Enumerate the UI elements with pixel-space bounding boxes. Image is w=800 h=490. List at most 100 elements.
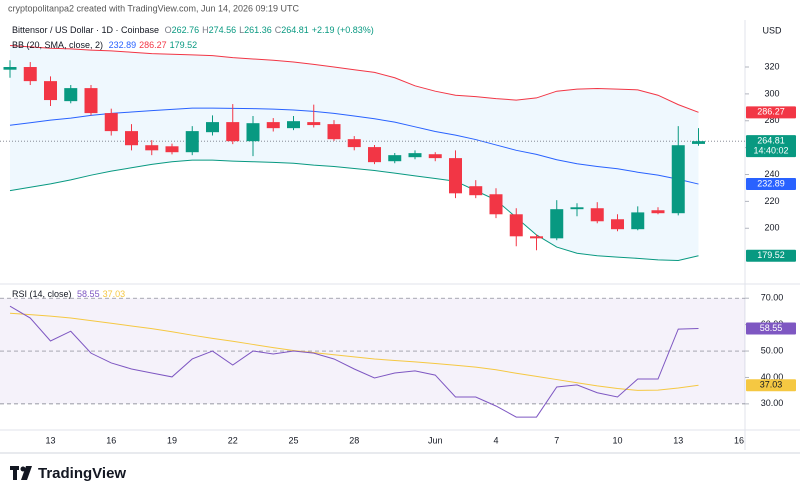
x-tick-label: 10 bbox=[612, 435, 622, 445]
price-label-box bbox=[746, 178, 796, 191]
price-label: 179.52 bbox=[757, 250, 785, 260]
candle-body bbox=[671, 145, 685, 214]
ohlc-letter: L bbox=[239, 25, 245, 35]
x-tick-label: 13 bbox=[673, 435, 683, 445]
ohlc-value: 262.76 bbox=[171, 25, 200, 35]
x-tick-label: Jun bbox=[428, 435, 443, 445]
x-tick-label: 13 bbox=[45, 435, 55, 445]
candle-body bbox=[449, 158, 462, 194]
rsi-label-box bbox=[746, 379, 796, 392]
candle-body bbox=[44, 81, 57, 101]
rsi-line bbox=[9, 312, 699, 391]
bb-value: 286.27 bbox=[139, 40, 167, 50]
candle-body bbox=[246, 123, 260, 142]
candle-body bbox=[3, 67, 17, 70]
candle-body bbox=[368, 147, 381, 163]
candle-body bbox=[489, 194, 503, 215]
rsi-line bbox=[9, 305, 699, 418]
candle-body bbox=[631, 212, 645, 230]
price-label: 286.27 bbox=[757, 107, 785, 117]
legend-rsi: RSI (14, close) 58.55 37.03 bbox=[12, 289, 131, 299]
candle-body bbox=[185, 131, 199, 153]
watermark: cryptopolitanpa2 created with TradingVie… bbox=[8, 3, 300, 13]
x-tick-label: 4 bbox=[493, 435, 498, 445]
candle-body bbox=[570, 207, 584, 210]
candle-body bbox=[611, 219, 624, 230]
ohlc: O262.76 H274.56 L261.36 C264.81 +2.19 (+0.83… bbox=[165, 25, 377, 35]
y-tick-label: 320 bbox=[764, 61, 779, 71]
price-label-box bbox=[746, 249, 796, 262]
candle-body bbox=[287, 121, 300, 129]
y-tick-label: 200 bbox=[764, 223, 779, 233]
logo bbox=[10, 466, 32, 480]
candle-body bbox=[651, 210, 665, 214]
rsi-value: 37.03 bbox=[102, 289, 126, 299]
candle-body bbox=[23, 67, 37, 82]
bb-values: 232.89 286.27 179.52 bbox=[109, 40, 201, 50]
currency: USD bbox=[762, 25, 782, 35]
y-tick-label: 280 bbox=[764, 115, 779, 125]
y-tick-label: 220 bbox=[764, 196, 779, 206]
candle-body bbox=[165, 146, 179, 153]
candle-body bbox=[125, 131, 138, 146]
y-tick-label: 40.00 bbox=[761, 372, 784, 382]
candle-body bbox=[206, 122, 219, 133]
price-label-box bbox=[746, 106, 796, 119]
x-tick-label: 28 bbox=[349, 435, 359, 445]
legend-bb: BB (20, SMA, close, 2) 232.89 286.27 179.5… bbox=[12, 40, 203, 50]
price-label: 232.89 bbox=[757, 178, 785, 188]
ohlc-letter: C bbox=[274, 25, 282, 35]
rsi-value: 58.55 bbox=[77, 289, 100, 299]
bb-value: 179.52 bbox=[169, 40, 198, 50]
bb-value: 232.89 bbox=[108, 40, 137, 50]
rsi-title: RSI (14, close) bbox=[12, 289, 72, 299]
candle-body bbox=[64, 88, 78, 102]
candle-body bbox=[692, 141, 705, 144]
ohlc-value: 274.56 bbox=[208, 25, 237, 35]
candle-body bbox=[84, 88, 98, 114]
candle-body bbox=[408, 153, 422, 158]
candle-body bbox=[590, 208, 604, 222]
bb-line bbox=[9, 107, 699, 185]
brand: TradingView bbox=[38, 465, 126, 482]
rsi-label: 37.03 bbox=[760, 380, 783, 390]
candle-body bbox=[307, 122, 321, 126]
y-tick-label: 70.00 bbox=[761, 293, 784, 303]
x-tick-label: 22 bbox=[228, 435, 238, 445]
band-fill bbox=[10, 45, 699, 261]
price-label: 264.81 bbox=[757, 136, 785, 146]
candle-body bbox=[388, 155, 402, 162]
x-tick-label: 7 bbox=[554, 435, 559, 445]
candle-body bbox=[469, 186, 483, 196]
rsi-values: 58.55 37.03 bbox=[77, 289, 128, 299]
ohlc-value: 261.36 bbox=[244, 25, 272, 35]
ohlc-letter: O bbox=[164, 25, 172, 35]
price-label-box bbox=[746, 135, 796, 158]
bb-line bbox=[9, 45, 699, 113]
candle-body bbox=[266, 122, 280, 129]
change: +2.19 (+0.83%) bbox=[311, 25, 374, 35]
x-tick-label: 16 bbox=[734, 435, 744, 445]
candle-body bbox=[226, 122, 240, 142]
bb-title: BB (20, SMA, close, 2) bbox=[12, 40, 104, 50]
x-tick-label: 16 bbox=[106, 435, 116, 445]
candle-body bbox=[530, 236, 543, 239]
y-tick-label: 30.00 bbox=[761, 398, 784, 408]
candle-body bbox=[327, 124, 341, 140]
countdown: 14:40:02 bbox=[753, 146, 788, 156]
y-tick-label: 240 bbox=[764, 169, 779, 179]
x-tick-label: 25 bbox=[288, 435, 298, 445]
y-tick-label: 50.00 bbox=[761, 345, 784, 355]
candle-body bbox=[347, 139, 361, 148]
rsi-label-box bbox=[746, 322, 796, 335]
candle-body bbox=[428, 154, 442, 159]
ohlc-letter: H bbox=[202, 25, 209, 35]
candle-body bbox=[550, 209, 564, 239]
symbol-title: Bittensor / US Dollar · 1D · Coinbase bbox=[12, 25, 160, 35]
candle-body bbox=[145, 145, 159, 151]
rsi-label: 58.55 bbox=[760, 323, 783, 333]
y-tick-label: 300 bbox=[764, 88, 779, 98]
candle-body bbox=[509, 214, 523, 237]
